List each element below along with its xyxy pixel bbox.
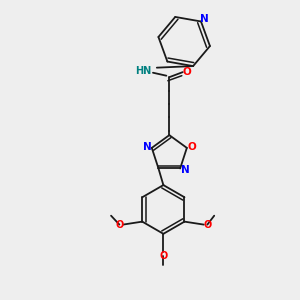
Text: N: N bbox=[200, 14, 209, 24]
Text: N: N bbox=[143, 142, 152, 152]
Text: O: O bbox=[182, 67, 191, 76]
Text: N: N bbox=[181, 165, 189, 175]
Text: HN: HN bbox=[135, 66, 152, 76]
Text: O: O bbox=[159, 251, 167, 261]
Text: O: O bbox=[203, 220, 212, 230]
Text: O: O bbox=[187, 142, 196, 152]
Text: O: O bbox=[115, 220, 124, 230]
